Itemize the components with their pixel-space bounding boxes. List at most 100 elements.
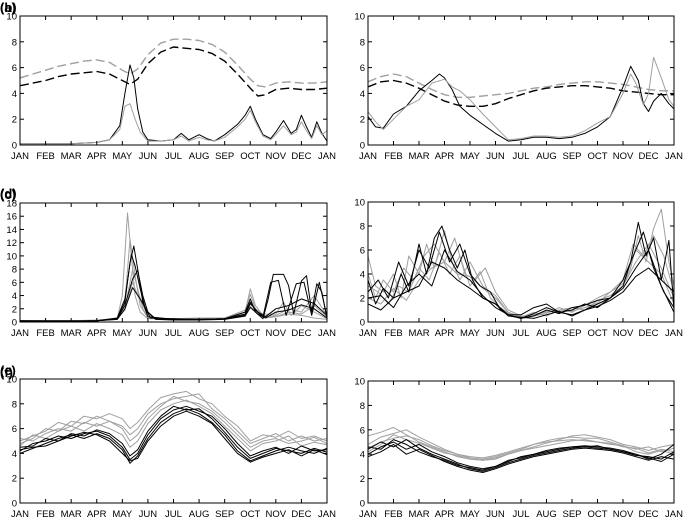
month-label-b: MAR [408,151,429,162]
y-tick-label-b: 4 [360,89,365,100]
month-label-d: JUN [486,328,505,339]
y-tick-label-c: 4 [12,291,17,302]
month-label-a: FEB [36,151,54,162]
month-label-c: JAN [318,328,336,339]
panel-a: (a) 0 2 4 6 8 10 JAN FEB MAR APR MAY JUN JUL AUG SEP OCT… [0,0,336,162]
series-line-b-1 [368,73,674,99]
month-label-f: FEB [384,509,402,520]
series-line-c-1 [20,212,327,322]
y-tick-label-e: 10 [6,375,17,386]
y-tick-label-b: 0 [360,141,365,152]
series-line-e-4 [20,399,327,452]
panel-label-d: (d) [0,186,17,201]
series-line-f-7 [368,443,674,473]
month-label-c: MAY [112,328,133,339]
series-line-f-3 [368,435,674,459]
y-tick-label-e: 8 [12,399,17,410]
month-label-f: DEC [638,509,658,520]
y-tick-label-a: 6 [12,63,17,74]
month-label-b: DEC [638,151,658,162]
month-label-c: JUN [139,328,158,339]
month-label-c: AUG [189,328,210,339]
month-label-c: JUL [165,328,182,339]
y-tick-label-c: 6 [12,278,17,289]
month-label-c: JAN [11,328,29,339]
series-group-f [368,426,674,473]
y-tick-label-e: 4 [12,449,17,460]
y-tick-label-b: 6 [360,63,365,74]
month-label-e: JAN [11,509,29,520]
month-label-b: MAY [460,151,481,162]
panel-c: (c) 0 2 4 6 8 10 12 14 16 18 JAN FEB MAR APR MAY JUN JUL A… [0,187,336,339]
month-label-c: SEP [215,328,234,339]
month-label-d: FEB [384,328,402,339]
month-label-f: JAN [359,509,377,520]
month-label-b: APR [435,151,455,162]
y-tick-label-f: 8 [360,401,365,412]
series-line-f-5 [368,441,674,470]
series-line-a-4 [20,103,327,145]
series-line-d-3 [368,243,674,318]
month-label-f: NOV [613,509,634,520]
y-tick-label-e: 2 [12,474,17,485]
y-tick-label-c: 0 [12,318,17,329]
month-label-a: APR [87,151,107,162]
series-group-d [368,208,674,319]
panel-d: (d) 0 2 4 6 8 10 JAN FEB MAR APR MAY JUN JUL AUG SEP OCT… [0,186,683,339]
series-line-c-5 [20,245,327,322]
y-tick-label-f: 2 [360,474,365,485]
y-tick-label-c: 18 [6,199,17,210]
y-tick-label-e: 0 [12,499,17,510]
month-label-b: JAN [665,151,683,162]
y-tick-label-d: 4 [360,270,365,281]
month-label-d: MAR [408,328,429,339]
month-label-d: MAY [460,328,481,339]
month-label-e: DEC [291,509,311,520]
month-label-e: MAY [112,509,133,520]
month-label-c: FEB [36,328,54,339]
month-label-a: MAR [61,151,82,162]
month-label-d: DEC [638,328,658,339]
month-label-c: NOV [266,328,287,339]
month-label-a: JAN [318,151,336,162]
month-label-a: NOV [266,151,287,162]
month-label-a: JUL [165,151,182,162]
series-line-e-5 [20,405,327,461]
series-line-e-8 [20,410,327,463]
panel-label-e: (e) [0,363,16,378]
series-line-b-4 [368,56,674,141]
month-label-d: JUL [513,328,530,339]
month-label-a: MAY [112,151,133,162]
series-line-c-7 [20,269,327,322]
y-tick-label-a: 4 [12,89,17,100]
month-label-a: OCT [240,151,260,162]
series-line-f-1 [368,426,674,461]
month-label-b: AUG [536,151,557,162]
series-line-e-3 [20,395,327,448]
series-line-a-3 [20,64,327,145]
month-label-b: OCT [587,151,607,162]
y-tick-label-d: 6 [360,246,365,257]
y-tick-label-a: 2 [12,115,17,126]
month-label-a: AUG [189,151,210,162]
month-label-f: APR [435,509,455,520]
month-label-d: JAN [359,328,377,339]
series-line-e-1 [20,390,327,442]
month-label-b: SEP [562,151,581,162]
y-tick-label-f: 10 [354,377,365,388]
month-label-f: MAY [460,509,481,520]
series-group-c [20,212,327,322]
panel-label-f: (f) [0,365,13,380]
y-tick-label-c: 12 [6,238,17,249]
month-label-d: JAN [665,328,683,339]
month-label-f: AUG [536,509,557,520]
series-group-e [20,390,327,464]
month-label-c: DEC [291,328,311,339]
y-tick-label-b: 10 [354,12,365,23]
series-line-c-4 [20,281,327,322]
month-label-d: NOV [613,328,634,339]
month-label-e: APR [87,509,107,520]
y-tick-label-c: 10 [6,251,17,262]
month-label-f: JUL [513,509,530,520]
month-label-d: SEP [562,328,581,339]
